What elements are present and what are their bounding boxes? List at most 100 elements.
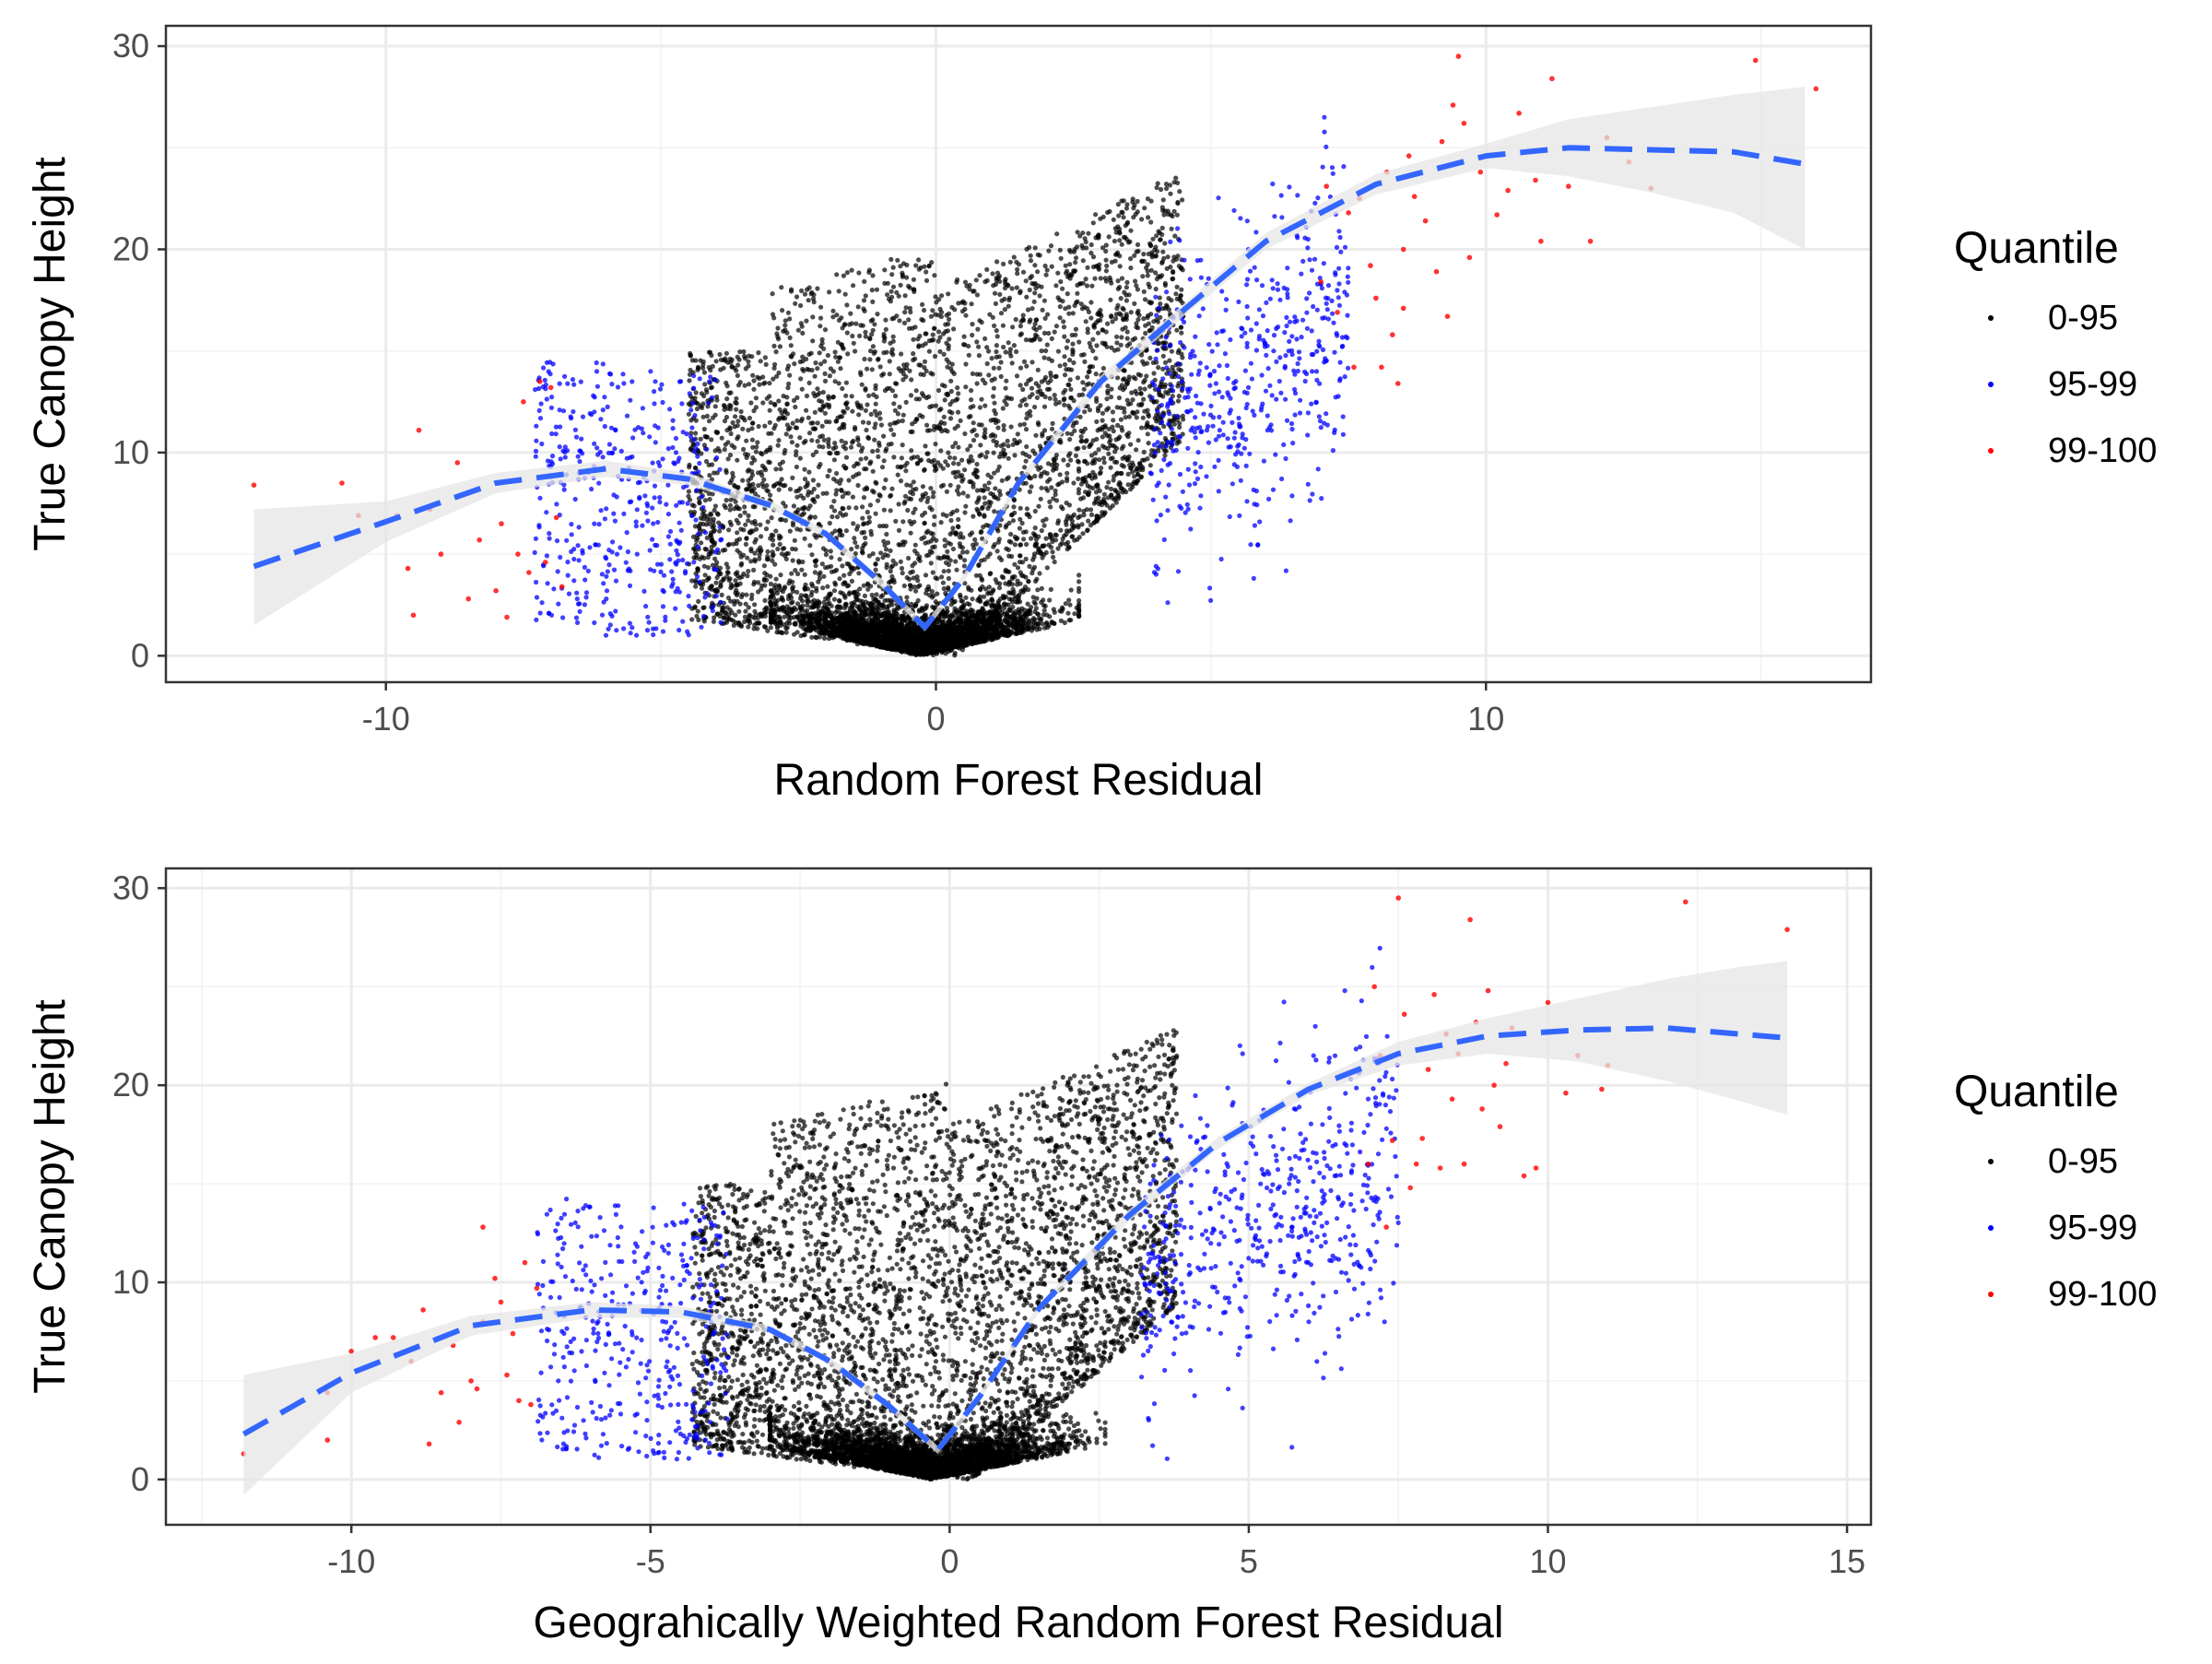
point-0-95	[1110, 260, 1114, 265]
point-0-95	[1084, 319, 1088, 324]
point-0-95	[987, 313, 992, 317]
point-0-95	[1058, 315, 1063, 320]
point-0-95	[1032, 290, 1037, 295]
point-0-95	[1141, 397, 1146, 402]
point-0-95	[1048, 533, 1053, 537]
point-0-95	[841, 573, 846, 578]
point-0-95	[870, 288, 875, 292]
point-0-95	[865, 582, 870, 586]
point-0-95	[1042, 355, 1047, 360]
point-0-95	[1006, 439, 1010, 443]
point-0-95	[852, 536, 856, 540]
point-0-95	[799, 419, 804, 423]
point-0-95	[747, 382, 751, 386]
point-0-95	[932, 273, 936, 277]
point-0-95	[1179, 368, 1183, 372]
point-0-95	[888, 569, 893, 573]
point-0-95	[1161, 354, 1166, 359]
point-0-95	[724, 396, 729, 401]
point-0-95	[971, 420, 976, 425]
point-0-95	[1024, 444, 1029, 449]
point-0-95	[1164, 186, 1169, 191]
point-0-95	[978, 573, 982, 578]
point-0-95	[783, 626, 788, 631]
point-0-95	[960, 549, 965, 554]
point-0-95	[763, 355, 768, 360]
point-0-95	[837, 576, 841, 581]
point-0-95	[798, 303, 803, 308]
point-0-95	[771, 291, 775, 296]
point-0-95	[792, 361, 796, 366]
point-0-95	[995, 334, 1000, 338]
point-0-95	[1082, 387, 1087, 392]
point-0-95	[1166, 254, 1171, 259]
point-0-95	[933, 442, 937, 446]
point-0-95	[1065, 463, 1070, 467]
point-0-95	[882, 338, 887, 343]
point-0-95	[980, 320, 984, 325]
point-0-95	[1101, 497, 1106, 502]
point-0-95	[993, 486, 997, 490]
point-0-95	[1018, 324, 1023, 328]
point-0-95	[809, 552, 814, 557]
point-0-95	[849, 547, 853, 551]
point-0-95	[947, 317, 951, 322]
point-0-95	[1109, 395, 1113, 399]
point-0-95	[1040, 555, 1044, 560]
point-0-95	[756, 589, 760, 594]
point-0-95	[893, 519, 898, 524]
point-0-95	[1105, 210, 1110, 215]
point-0-95	[778, 542, 782, 547]
point-0-95	[1062, 354, 1066, 359]
point-0-95	[1093, 451, 1098, 455]
point-0-95	[834, 488, 839, 492]
point-0-95	[1143, 297, 1147, 301]
point-0-95	[794, 294, 799, 299]
point-0-95	[747, 619, 752, 623]
point-0-95	[1065, 338, 1070, 343]
point-0-95	[1058, 528, 1063, 533]
point-0-95	[995, 425, 1000, 430]
point-0-95	[1022, 465, 1027, 469]
point-0-95	[701, 556, 706, 561]
point-0-95	[1153, 270, 1158, 275]
point-0-95	[757, 424, 761, 429]
point-0-95	[1177, 189, 1182, 194]
point-0-95	[804, 319, 808, 324]
point-0-95	[820, 561, 825, 566]
point-0-95	[876, 499, 880, 503]
point-0-95	[891, 266, 896, 270]
point-0-95	[715, 431, 720, 435]
point-0-95	[740, 427, 745, 431]
point-0-95	[1009, 554, 1014, 559]
point-0-95	[750, 421, 755, 426]
point-0-95	[899, 478, 903, 483]
point-0-95	[930, 595, 935, 599]
point-0-95	[1115, 375, 1120, 380]
point-0-95	[1176, 350, 1181, 355]
point-0-95	[963, 384, 968, 389]
point-0-95	[1105, 345, 1110, 349]
point-0-95	[911, 337, 915, 342]
point-0-95	[913, 589, 918, 594]
point-0-95	[778, 535, 782, 539]
point-0-95	[1080, 380, 1085, 384]
point-0-95	[816, 494, 820, 499]
point-0-95	[1172, 209, 1177, 214]
point-0-95	[690, 502, 695, 507]
point-0-95	[915, 461, 920, 466]
point-0-95	[806, 416, 811, 420]
point-0-95	[782, 584, 787, 589]
point-0-95	[1046, 461, 1051, 466]
point-0-95	[1128, 256, 1133, 261]
point-0-95	[744, 593, 748, 597]
point-0-95	[905, 508, 910, 513]
point-0-95	[992, 509, 996, 513]
point-0-95	[776, 398, 781, 403]
point-0-95	[818, 571, 822, 575]
point-0-95	[1003, 277, 1007, 281]
point-0-95	[974, 277, 979, 282]
point-0-95	[1086, 519, 1090, 524]
point-0-95	[790, 547, 794, 551]
